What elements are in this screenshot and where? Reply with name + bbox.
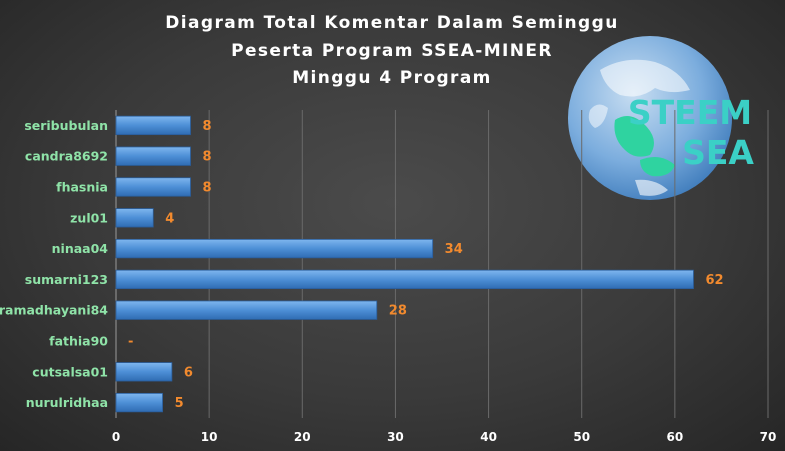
x-tick-label: 10: [201, 430, 218, 444]
x-tick-label: 70: [760, 430, 777, 444]
logo-text-sea: SEA: [682, 133, 754, 172]
x-tick-label: 40: [480, 430, 497, 444]
bars: [115, 115, 694, 413]
value-label: 62: [705, 273, 723, 288]
logo-text-steem: STEEM: [628, 93, 752, 132]
category-label: ramadhayani84: [0, 303, 108, 318]
chart-title-line-3: Minggu 4 Program: [292, 68, 492, 88]
value-label: 8: [203, 150, 212, 165]
value-labels: 8 8 8 4 34 62 28 - 6 5: [128, 119, 724, 411]
steem-sea-logo: STEEM SEA: [568, 36, 754, 200]
bar-seribubulan: [115, 115, 191, 136]
bar-cutsalsa01: [115, 362, 173, 382]
bar-candra8692: [115, 146, 191, 166]
category-label: nurulridhaa: [26, 395, 108, 410]
value-label: -: [128, 335, 133, 350]
bar-nurulridhaa: [115, 392, 163, 413]
value-label: 6: [184, 365, 193, 380]
category-label: seribubulan: [24, 118, 108, 133]
category-label: cutsalsa01: [32, 364, 108, 379]
category-label: fathia90: [49, 334, 108, 349]
category-labels: seribubulan candra8692 fhasnia zul01 ninaa04…: [0, 118, 108, 410]
x-tick-label: 60: [667, 430, 684, 444]
value-label: 34: [445, 242, 463, 257]
category-label: sumarni123: [25, 272, 108, 287]
category-label: zul01: [70, 210, 108, 225]
chart-title: Diagram Total Komentar Dalam Seminggu Pes…: [165, 13, 618, 88]
bar-fhasnia: [115, 177, 191, 197]
x-tick-label: 50: [573, 430, 590, 444]
bar-sumarni123: [115, 269, 694, 290]
bar-ramadhayani84: [115, 300, 378, 320]
value-label: 8: [203, 119, 212, 134]
bar-zul01: [115, 208, 154, 228]
x-tick-label: 0: [112, 430, 120, 444]
value-label: 28: [389, 304, 407, 319]
value-label: 5: [175, 396, 184, 411]
chart-title-line-1: Diagram Total Komentar Dalam Seminggu: [165, 13, 618, 33]
chart-title-line-2: Peserta Program SSEA-MINER: [231, 41, 553, 61]
value-label: 4: [165, 211, 174, 226]
value-label: 8: [203, 181, 212, 196]
x-axis-ticks: 0 10 20 30 40 50 60 70: [112, 430, 777, 444]
x-tick-label: 20: [294, 430, 311, 444]
category-label: ninaa04: [52, 241, 109, 256]
bar-ninaa04: [115, 238, 434, 259]
globe-icon: [568, 36, 732, 200]
x-tick-label: 30: [387, 430, 404, 444]
category-label: fhasnia: [56, 180, 108, 195]
category-label: candra8692: [25, 149, 108, 164]
